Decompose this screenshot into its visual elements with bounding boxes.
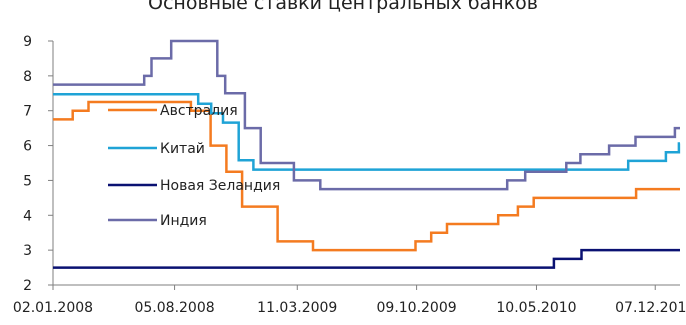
y-tick-label: 9 — [23, 34, 32, 50]
y-tick-label: 2 — [23, 278, 32, 294]
y-tick-label: 8 — [23, 69, 32, 85]
series-lines — [53, 39, 681, 269]
x-tick-label: 09.10.2009 — [377, 300, 457, 316]
legend-label-3: Новая Зеландия — [160, 178, 280, 194]
x-tick-label: 10.05.2010 — [496, 300, 576, 316]
series-line-4 — [53, 39, 680, 191]
series-line-2 — [53, 93, 681, 171]
series-line-3 — [53, 248, 680, 269]
legend: Австралия Китай Новая Зеландия Индия — [108, 103, 280, 229]
x-tick-label: 11.03.2009 — [257, 300, 337, 316]
x-tick-label: 02.01.2008 — [13, 300, 93, 316]
legend-label-2: Китай — [160, 141, 205, 157]
axes: 2 3 4 5 6 7 8 9 02.01.2008 05.08.2008 11.03.2009 09… — [13, 34, 686, 316]
y-tick-label: 6 — [23, 139, 32, 155]
legend-label-4: Индия — [160, 213, 207, 229]
chart-title: Основные ставки центральных банков — [148, 0, 538, 14]
y-tick-label: 4 — [23, 208, 32, 224]
x-tick-label: 05.08.2008 — [134, 300, 214, 316]
y-tick-label: 3 — [23, 243, 32, 259]
legend-label-1: Австралия — [160, 103, 238, 119]
x-tick-label: 07.12.2010 — [615, 300, 686, 316]
y-tick-label: 5 — [23, 173, 32, 189]
y-tick-label: 7 — [23, 104, 32, 120]
series-line-1 — [53, 100, 680, 252]
